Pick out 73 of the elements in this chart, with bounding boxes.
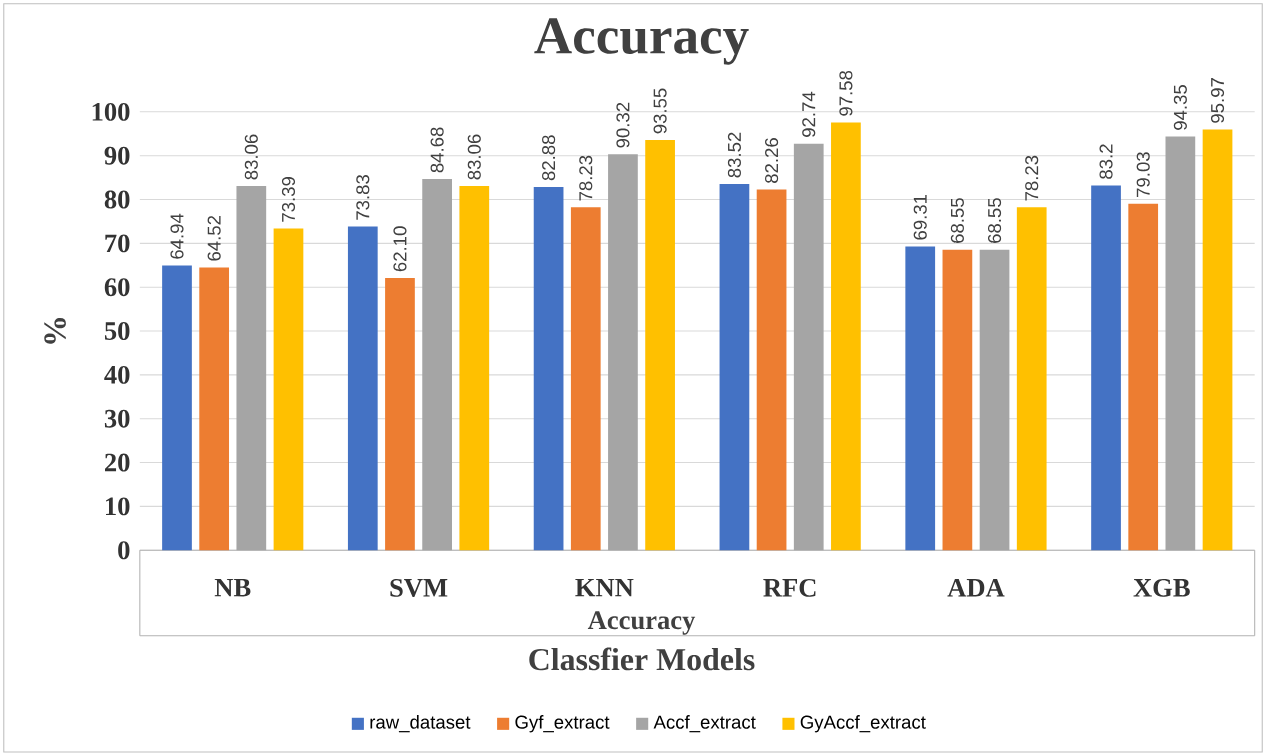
data-label: 73.39 <box>281 177 296 222</box>
bar <box>756 189 787 551</box>
bar <box>1091 185 1121 551</box>
chart-title: Accuracy <box>534 18 749 65</box>
bar <box>979 249 1010 551</box>
x-tick-label: ADA <box>947 579 1005 597</box>
data-label: 62.10 <box>393 226 407 272</box>
data-label: 73.83 <box>356 175 370 220</box>
x-tick-label: KNN <box>575 578 634 597</box>
bar <box>719 184 750 551</box>
x-tick-label: XGB <box>1133 579 1190 597</box>
data-label: 83.2 <box>1099 144 1113 179</box>
bar <box>570 207 601 551</box>
data-label: 92.74 <box>802 91 816 138</box>
bar <box>459 186 490 551</box>
bar <box>236 186 267 551</box>
x-tick-label: SVM <box>390 579 448 598</box>
bar <box>831 122 861 551</box>
y-tick-label: 50 <box>104 322 130 341</box>
data-label: 83.06 <box>467 134 481 180</box>
data-label: 95.97 <box>1210 78 1225 123</box>
bar <box>793 143 824 551</box>
legend-label: GyAccf_extract <box>800 715 926 733</box>
y-tick-label: 80 <box>104 190 130 209</box>
data-label: 90.32 <box>616 102 630 148</box>
bar <box>1202 129 1233 551</box>
bar <box>199 267 230 551</box>
data-label: 78.23 <box>579 155 593 201</box>
data-label: 94.35 <box>1173 85 1187 130</box>
y-tick-label: 40 <box>104 366 130 384</box>
y-axis-title: % <box>44 318 66 344</box>
bar <box>608 154 638 551</box>
bar <box>1165 136 1196 551</box>
y-tick-label: 60 <box>104 278 130 297</box>
bar <box>533 186 564 551</box>
data-label: 64.94 <box>170 213 184 259</box>
bar <box>905 246 936 551</box>
legend-label: raw_dataset <box>370 715 471 733</box>
y-tick-label: 90 <box>104 146 130 165</box>
data-label: 68.55 <box>950 198 964 244</box>
bar <box>1128 203 1159 551</box>
bar <box>942 249 973 551</box>
bar <box>422 179 452 551</box>
data-label: 68.55 <box>988 198 1002 244</box>
text: Accuracy <box>587 611 696 635</box>
data-label: 79.03 <box>1136 152 1150 198</box>
data-label: 97.58 <box>839 70 853 116</box>
data-label: 82.88 <box>542 135 556 181</box>
y-tick-label: 70 <box>105 234 130 253</box>
bar <box>162 265 192 551</box>
bar <box>645 140 675 551</box>
x-tick-label: RFC <box>763 579 816 597</box>
legend-label: Gyf_extract <box>515 715 610 733</box>
data-label: 83.06 <box>244 134 258 180</box>
bar <box>385 278 415 551</box>
y-tick-label: 100 <box>92 102 130 121</box>
bar <box>347 226 378 551</box>
data-label: 84.68 <box>430 127 444 173</box>
data-label: 69.31 <box>913 195 927 240</box>
y-tick-label: 30 <box>104 409 130 428</box>
y-tick-label: 20 <box>105 453 130 472</box>
bar <box>273 228 304 551</box>
legend-label: Accf_extract <box>653 715 756 733</box>
bar <box>1016 207 1047 551</box>
data-label: 83.52 <box>727 132 741 178</box>
data-label: 82.26 <box>765 138 779 184</box>
x-tick-label: NB <box>214 578 251 597</box>
y-tick-label: 10 <box>106 497 130 516</box>
x-axis-title: Classfier Models <box>529 647 755 671</box>
data-label: 93.55 <box>653 88 667 134</box>
data-label: 78.23 <box>1025 155 1039 201</box>
data-label: 64.52 <box>207 216 221 261</box>
y-tick-label: 0 <box>118 541 130 560</box>
